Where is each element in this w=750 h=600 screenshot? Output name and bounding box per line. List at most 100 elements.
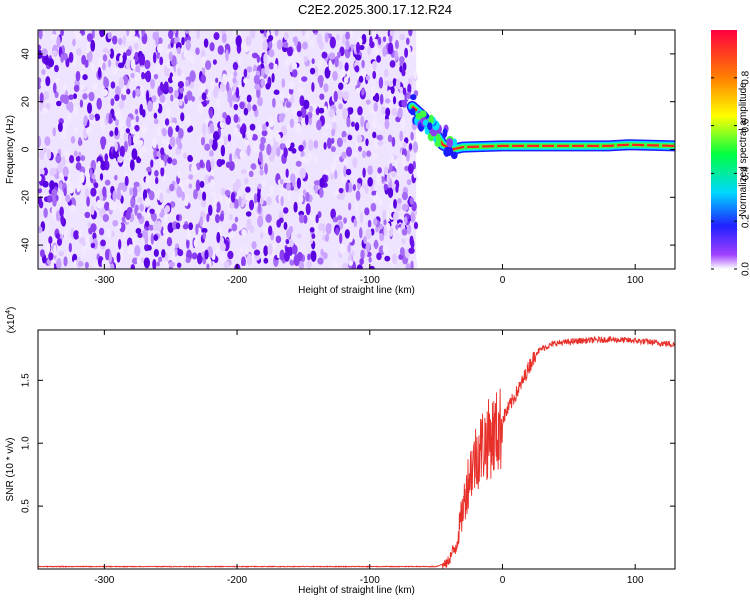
noise-blob [320,248,324,257]
noise-blob [405,263,411,269]
noise-blob [235,86,240,99]
noise-blob [355,87,360,95]
noise-blob [80,245,87,256]
noise-blob [51,188,58,198]
noise-blob [66,111,73,123]
noise-blob [41,107,48,115]
noise-blob [60,214,65,225]
noise-blob [333,90,338,103]
noise-blob [197,189,202,201]
noise-blob [191,164,197,174]
noise-blob [392,96,397,105]
noise-blob [76,32,82,41]
noise-blob [273,89,280,95]
noise-blob [229,96,233,108]
noise-blob [259,168,264,176]
noise-blob [212,131,220,141]
noise-blob [219,242,226,252]
noise-blob [51,50,58,56]
noise-blob [154,63,161,72]
noise-blob [276,39,283,50]
noise-blob [362,150,367,159]
noise-blob [357,106,363,116]
noise-blob [344,62,349,72]
noise-blob [311,82,315,93]
noise-blob [84,59,89,68]
noise-blob [125,116,132,128]
noise-blob [246,129,253,141]
noise-blob [269,185,275,195]
noise-blob [196,252,203,265]
signal-blob [445,146,454,156]
noise-blob [258,151,263,163]
noise-blob [38,30,43,40]
noise-blob [342,136,347,143]
noise-blob [390,153,394,163]
signal-blob [446,137,454,148]
noise-blob [57,122,63,133]
noise-blob [369,35,373,47]
noise-blob [268,117,275,128]
noise-blob [239,150,245,159]
noise-blob [338,187,344,194]
noise-blob [389,30,395,37]
noise-blob [76,181,81,193]
noise-blob [330,146,336,153]
noise-blob [70,135,76,144]
noise-blob [365,99,371,105]
noise-blob [86,33,94,42]
noise-blob [357,178,363,184]
noise-blob [409,235,414,247]
noise-blob [348,260,353,266]
noise-blob [75,48,82,56]
noise-blob [82,93,88,100]
noise-blob [389,163,393,173]
noise-blob [280,90,284,102]
noise-blob [412,69,418,80]
noise-blob [233,198,240,209]
noise-blob [341,130,347,139]
noise-blob [177,249,184,257]
noise-blob [201,227,208,234]
noise-blob [385,98,391,104]
noise-blob [317,59,322,70]
noise-blob [283,251,290,262]
noise-blob [386,209,390,221]
x-axis-label: Height of straight line (km) [298,585,415,596]
noise-blob [308,105,314,113]
noise-blob [58,250,65,257]
x-tick-label: -100 [360,275,380,286]
noise-blob [185,257,191,264]
noise-blob [311,233,316,239]
noise-blob [129,159,135,171]
noise-blob [109,48,115,59]
noise-blob [232,61,239,71]
x-tick-label: 0 [500,575,506,586]
noise-blob [96,97,102,110]
noise-blob [55,155,62,164]
noise-blob [234,216,239,223]
noise-blob [145,70,152,83]
noise-blob [59,206,64,217]
noise-blob [377,140,384,146]
noise-blob [112,219,119,227]
noise-blob [358,75,364,83]
noise-blob [228,160,235,172]
noise-blob [324,66,331,79]
noise-blob [376,134,383,141]
noise-blob [251,52,259,59]
noise-blob [146,166,152,173]
noise-blob [116,252,121,263]
noise-blob [235,147,240,157]
noise-blob [251,133,258,141]
noise-blob [261,129,268,137]
noise-blob [153,249,159,257]
noise-blob [184,30,190,34]
noise-blob [264,64,270,75]
noise-blob [163,260,170,269]
noise-blob [297,194,304,204]
noise-blob [78,230,83,239]
noise-blob [404,47,409,58]
noise-blob [153,234,159,241]
noise-blob [229,213,233,220]
